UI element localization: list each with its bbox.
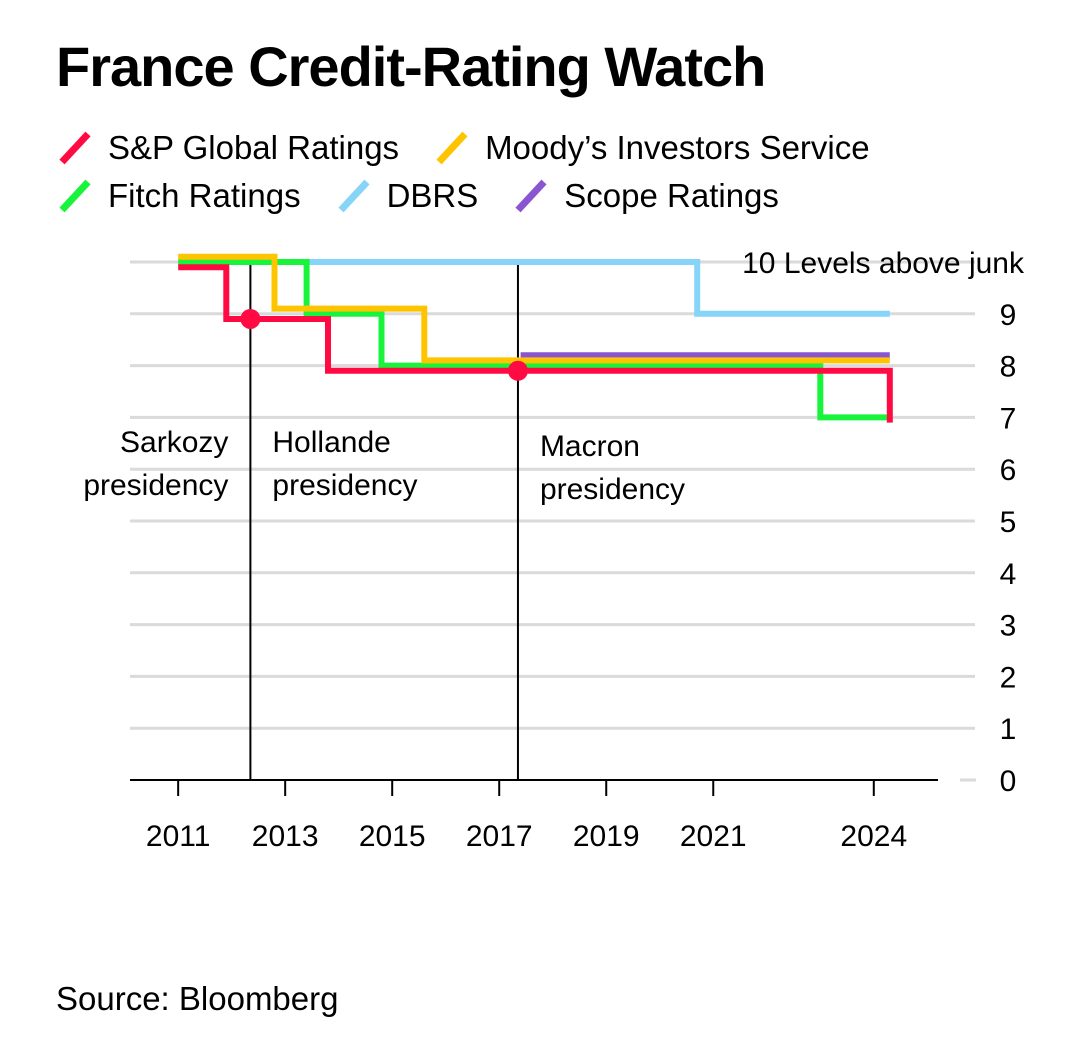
legend: S&P Global Ratings Moody’s Investors Ser…: [56, 124, 1056, 220]
legend-item-scope: Scope Ratings: [512, 176, 779, 216]
legend-label-scope: Scope Ratings: [564, 177, 779, 214]
axis-layer: 0 1 2 3 4 5 6 7 8 9 10 Levels above junk 2011 2013 20…: [130, 247, 1025, 853]
y-tick-label-top: 10 Levels above junk: [742, 247, 1025, 280]
y-tick-label-9: 9: [1000, 299, 1017, 332]
marker-layer: [240, 308, 528, 381]
legend-item-sp: S&P Global Ratings: [56, 128, 399, 168]
x-tick-label-2021: 2021: [680, 820, 747, 853]
x-tick-label-2015: 2015: [359, 820, 426, 853]
x-tick-label-2011: 2011: [146, 820, 211, 853]
legend-label-moodys: Moody’s Investors Service: [485, 129, 870, 166]
legend-row-2: Fitch Ratings DBRS Scope Ratings: [56, 172, 1056, 220]
legend-swatch-dbrs: [338, 179, 370, 213]
chart-title: France Credit-Rating Watch: [56, 35, 766, 98]
legend-label-sp: S&P Global Ratings: [108, 129, 400, 166]
event-layer: Sarkozy presidency Hollande presidency Macro…: [83, 262, 685, 780]
legend-item-dbrs: DBRS: [335, 176, 479, 216]
x-tick-label-2017: 2017: [466, 820, 533, 853]
series-line-fitch-ratings: [178, 259, 890, 421]
y-tick-label-2: 2: [1000, 661, 1017, 694]
series-line-moody-s-investors-service: [178, 253, 890, 364]
event-marker-1: [507, 360, 528, 381]
y-tick-label-0: 0: [1000, 765, 1017, 798]
legend-swatch-sp: [59, 131, 91, 165]
y-tick-label-8: 8: [1000, 351, 1017, 384]
source-note: Source: Bloomberg: [56, 980, 339, 1017]
y-tick-label-4: 4: [1000, 558, 1017, 591]
legend-item-fitch: Fitch Ratings: [56, 176, 301, 216]
event-label-after-0-1: presidency: [272, 469, 417, 502]
y-tick-label-7: 7: [1000, 402, 1017, 435]
legend-row-1: S&P Global Ratings Moody’s Investors Ser…: [56, 124, 1056, 172]
legend-swatch-moodys: [436, 131, 468, 165]
legend-swatch-fitch: [59, 179, 91, 213]
grid-layer: [130, 260, 976, 782]
x-tick-label-2024: 2024: [840, 820, 907, 853]
event-label-after-1-1: presidency: [540, 473, 685, 506]
x-tick-label-2013: 2013: [252, 820, 319, 853]
legend-label-dbrs: DBRS: [386, 177, 479, 214]
legend-label-fitch: Fitch Ratings: [108, 177, 301, 214]
event-label-after-1-0: Macron: [540, 430, 640, 463]
y-tick-label-6: 6: [1000, 454, 1017, 487]
y-tick-label-5: 5: [1000, 506, 1017, 539]
y-tick-label-1: 1: [1000, 713, 1017, 746]
series-layer: [178, 253, 893, 423]
legend-item-moodys: Moody’s Investors Service: [433, 128, 870, 168]
x-tick-label-2019: 2019: [573, 820, 640, 853]
series-line-dbrs: [178, 259, 890, 317]
series-line-s-p-global-ratings: [178, 264, 893, 423]
legend-swatch-scope: [515, 179, 547, 213]
event-marker-0: [240, 308, 261, 329]
event-label-before-0-1: presidency: [83, 469, 228, 502]
y-tick-label-3: 3: [1000, 610, 1017, 643]
line-chart: Sarkozy presidency Hollande presidency Macro…: [83, 247, 1025, 853]
event-label-after-0-0: Hollande: [272, 426, 390, 459]
event-label-before-0-0: Sarkozy: [120, 426, 228, 459]
